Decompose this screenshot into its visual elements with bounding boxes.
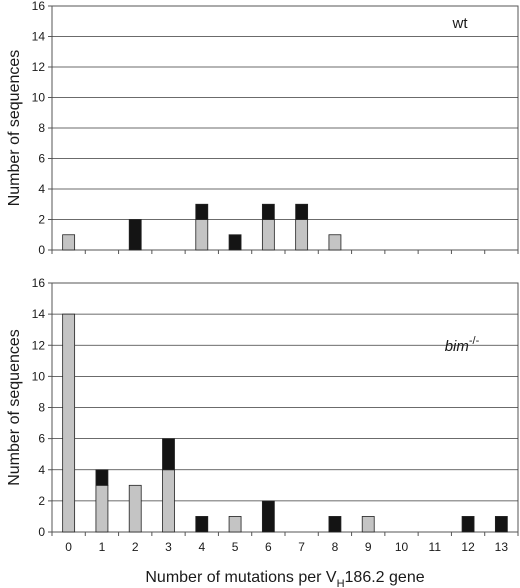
x-tick-label: 9	[365, 540, 372, 554]
bar-dark-4	[195, 516, 209, 533]
y-tick-label: 2	[38, 494, 45, 508]
y-tick-label: 10	[32, 91, 46, 105]
panel-label: bim-/-	[445, 335, 480, 355]
x-tick-label: 6	[265, 540, 272, 554]
bar-light-9	[361, 516, 375, 533]
y-tick-label: 4	[38, 463, 45, 477]
bar-light-1	[95, 484, 109, 533]
bar-light-5	[228, 516, 242, 533]
bar-dark-8	[328, 516, 342, 533]
bar-dark-5	[228, 234, 242, 251]
x-tick-label: 3	[165, 540, 172, 554]
bar-light-0	[62, 234, 76, 251]
x-tick-label: 8	[332, 540, 339, 554]
bar-dark-7	[295, 203, 309, 220]
y-tick-label: 10	[32, 369, 46, 383]
x-tick-label: 5	[232, 540, 239, 554]
y-axis-title: Number of sequences	[6, 329, 23, 486]
y-tick-label: 2	[38, 213, 45, 227]
bar-dark-2	[128, 219, 142, 251]
bar-dark-6	[261, 203, 275, 220]
y-tick-label: 8	[38, 121, 45, 135]
bar-light-4	[195, 219, 209, 251]
x-tick-label: 0	[65, 540, 72, 554]
y-tick-label: 4	[38, 182, 45, 196]
bar-dark-4	[195, 203, 209, 220]
bar-dark-13	[494, 516, 508, 533]
bar-light-0	[62, 313, 76, 533]
bar-dark-12	[461, 516, 475, 533]
y-axis-title: Number of sequences	[6, 50, 23, 207]
y-tick-label: 12	[32, 338, 46, 352]
x-tick-label: 11	[429, 540, 442, 554]
y-tick-label: 14	[32, 307, 46, 321]
bar-light-3	[162, 469, 175, 533]
y-tick-label: 6	[38, 152, 45, 166]
x-tick-label: 13	[495, 540, 509, 554]
x-tick-label: 12	[461, 540, 475, 554]
y-tick-label: 16	[32, 276, 46, 290]
y-tick-label: 14	[32, 30, 46, 44]
x-axis-title: Number of mutations per VH186.2 gene	[145, 569, 424, 588]
y-tick-label: 16	[32, 0, 46, 13]
y-tick-label: 0	[38, 525, 45, 539]
x-tick-label: 1	[99, 540, 106, 554]
bar-light-6	[261, 219, 275, 251]
bar-light-7	[295, 219, 309, 251]
x-tick-label: 10	[395, 540, 409, 554]
bar-dark-3	[162, 438, 175, 471]
panel-label: wt	[452, 15, 469, 32]
bar-dark-6	[261, 500, 275, 533]
x-tick-label: 4	[198, 540, 205, 554]
panel-wt: 0 2 4 6 8 10 12 14 16 Number of sequences wt	[6, 0, 519, 257]
bar-light-2	[128, 484, 142, 533]
y-tick-label: 12	[32, 60, 46, 74]
y-tick-label: 0	[38, 243, 45, 257]
x-tick-label: 7	[298, 540, 305, 554]
x-tick-label: 2	[132, 540, 139, 554]
bar-light-8	[328, 234, 342, 251]
bar-dark-1	[95, 469, 109, 486]
y-tick-label: 8	[38, 401, 45, 415]
y-tick-label: 6	[38, 432, 45, 446]
